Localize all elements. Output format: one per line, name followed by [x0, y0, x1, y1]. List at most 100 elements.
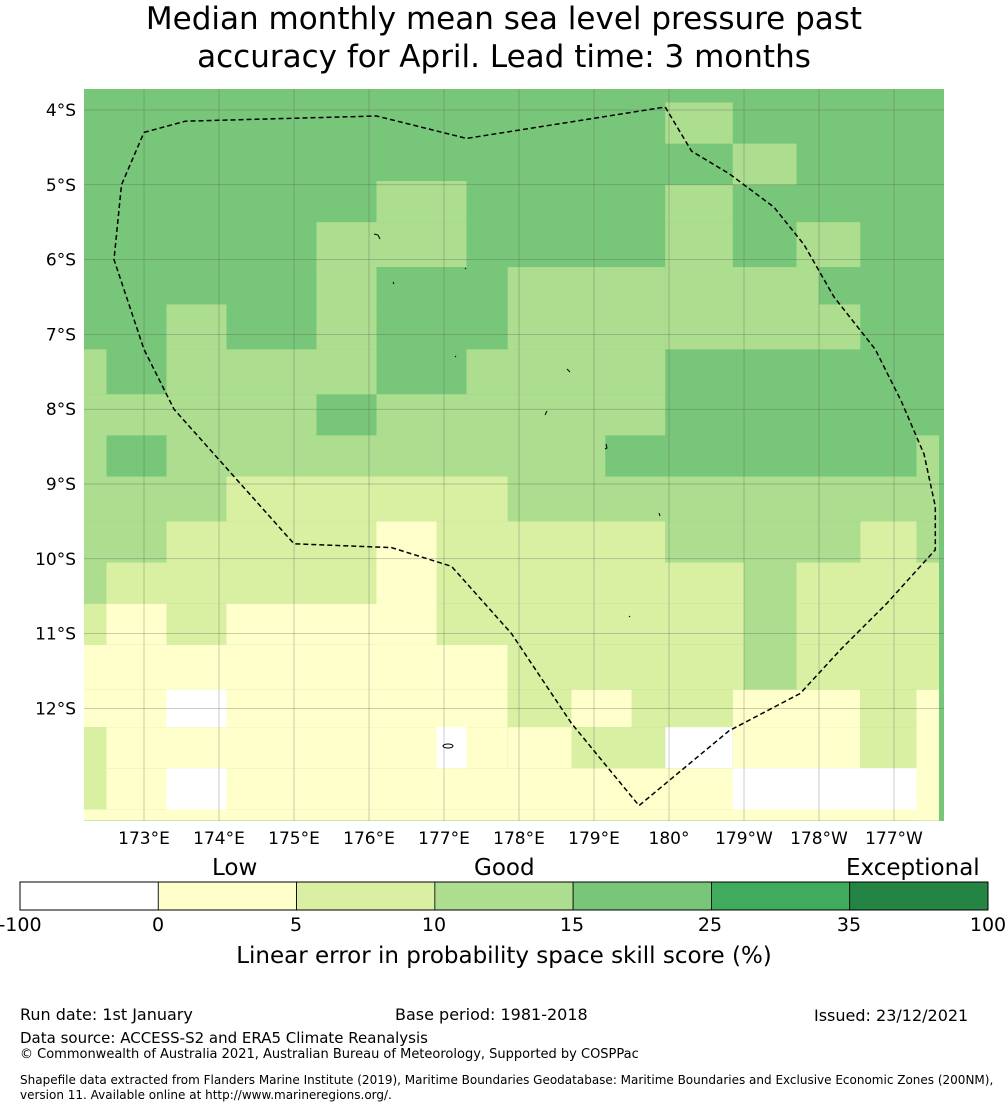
- skill-cell: [466, 349, 666, 395]
- skill-cell: [166, 349, 317, 395]
- skill-cell: [796, 562, 939, 604]
- skill-cell: [84, 644, 508, 690]
- colorbar-segment: [19, 881, 159, 911]
- category-low: Low: [212, 855, 258, 881]
- island-shape: [464, 267, 467, 270]
- colorbar-segment: [434, 881, 574, 911]
- skill-cell: [84, 476, 227, 522]
- skill-cell: [732, 143, 797, 185]
- skill-cell: [796, 603, 939, 645]
- skill-cell: [744, 562, 797, 690]
- copyright-notice: © Commonwealth of Australia 2021, Austra…: [20, 1047, 639, 1062]
- title-line-2: accuracy for April. Lead time: 3 months: [197, 39, 811, 75]
- colorbar-tick: -100: [0, 914, 42, 936]
- latitude-label: 4°S: [46, 101, 76, 121]
- eez-boundary: [113, 106, 937, 807]
- colorbar-tick: 25: [697, 914, 723, 936]
- skill-cell: [84, 521, 167, 563]
- skill-cell: [84, 435, 107, 477]
- chart-title: Median monthly mean sea level pressure p…: [0, 0, 1008, 76]
- latitude-label: 8°S: [46, 400, 76, 420]
- longitude-label: 175°E: [268, 829, 320, 849]
- skill-cell: [507, 644, 744, 690]
- skill-grid: [84, 89, 944, 821]
- colorbar-segment: [849, 881, 989, 911]
- skill-cell: [665, 184, 733, 223]
- latitude-label: 11°S: [35, 625, 76, 645]
- latitude-label: 7°S: [46, 325, 76, 345]
- shapefile-credit-line-1: Shapefile data extracted from Flanders M…: [20, 1073, 994, 1087]
- skill-cell: [166, 304, 227, 350]
- skill-cell: [665, 222, 733, 268]
- skill-cell: [106, 603, 167, 645]
- island-shape: [628, 615, 631, 618]
- skill-cell: [166, 768, 227, 810]
- latitude-labels: 4°S 5°S 6°S 7°S 8°S 9°S 10°S 11°S 12°S: [35, 101, 76, 719]
- skill-cell: [665, 267, 819, 305]
- shapefile-credit-line-2: version 11. Available online at http://w…: [20, 1088, 392, 1102]
- skill-cell: [316, 304, 377, 350]
- latitude-label: 5°S: [46, 176, 76, 196]
- latitude-label: 9°S: [46, 475, 76, 495]
- skill-cell: [376, 181, 467, 223]
- skill-cell: [436, 521, 666, 563]
- issued-date: Issued: 23/12/2021: [814, 1006, 969, 1025]
- skill-cell: [84, 394, 317, 436]
- longitude-label: 177°W: [865, 829, 923, 849]
- colorbar-segment: [296, 881, 436, 911]
- skill-cell: [916, 435, 939, 477]
- skill-cell: [507, 304, 666, 350]
- island-shape: [373, 233, 381, 240]
- colorbar-label: Linear error in probability space skill …: [236, 943, 772, 969]
- island-shape: [454, 355, 457, 358]
- colorbar-segment: [572, 881, 712, 911]
- latitude-label: 6°S: [46, 251, 76, 271]
- skill-cell: [665, 304, 861, 350]
- longitude-label: 173°E: [118, 829, 170, 849]
- skill-cell: [665, 102, 733, 144]
- skill-cell: [84, 809, 939, 821]
- skill-cell: [507, 476, 939, 522]
- title-line-1: Median monthly mean sea level pressure p…: [145, 1, 863, 37]
- longitude-label: 179°W: [715, 829, 773, 849]
- skill-cell: [166, 521, 377, 563]
- skill-cell: [166, 603, 227, 645]
- category-good: Good: [474, 855, 535, 881]
- longitude-label: 178°E: [493, 829, 545, 849]
- colorbar: [19, 881, 989, 911]
- island-shape: [544, 410, 548, 416]
- colorbar-tick: 5: [289, 914, 303, 936]
- longitude-label: 176°E: [343, 829, 395, 849]
- island-shape: [604, 443, 608, 450]
- longitude-label: 177°E: [418, 829, 470, 849]
- skill-cell: [665, 727, 733, 769]
- skill-cell: [507, 267, 666, 305]
- skill-cell: [916, 521, 939, 563]
- run-date: Run date: 1st January: [20, 1005, 193, 1024]
- skill-cell: [106, 562, 377, 604]
- longitude-labels: 173°E 174°E 175°E 176°E 177°E 178°E 179°E 180° 1…: [118, 829, 923, 849]
- colorbar-tick: 35: [836, 914, 862, 936]
- colorbar-tick: 10: [421, 914, 447, 936]
- skill-cell: [316, 267, 377, 305]
- skill-cell: [732, 768, 917, 810]
- latitude-label: 12°S: [35, 699, 76, 719]
- skill-cell: [571, 727, 666, 769]
- skill-cell: [84, 603, 107, 645]
- skill-cell: [860, 727, 917, 769]
- skill-cell: [507, 727, 572, 769]
- skill-cell: [166, 435, 606, 477]
- skill-cell: [84, 349, 107, 395]
- skill-cell: [376, 394, 666, 436]
- colorbar-tick: 100: [969, 914, 1007, 936]
- latitude-label: 10°S: [35, 550, 76, 570]
- colorbar-segment: [711, 881, 851, 911]
- islands: [373, 233, 661, 749]
- longitude-label: 179°E: [568, 829, 620, 849]
- skill-cell: [732, 727, 861, 769]
- island-shape: [392, 281, 395, 285]
- skill-cell: [226, 603, 437, 645]
- colorbar-tick: 0: [151, 914, 165, 936]
- skill-cell: [436, 562, 744, 604]
- island-shape: [658, 512, 661, 517]
